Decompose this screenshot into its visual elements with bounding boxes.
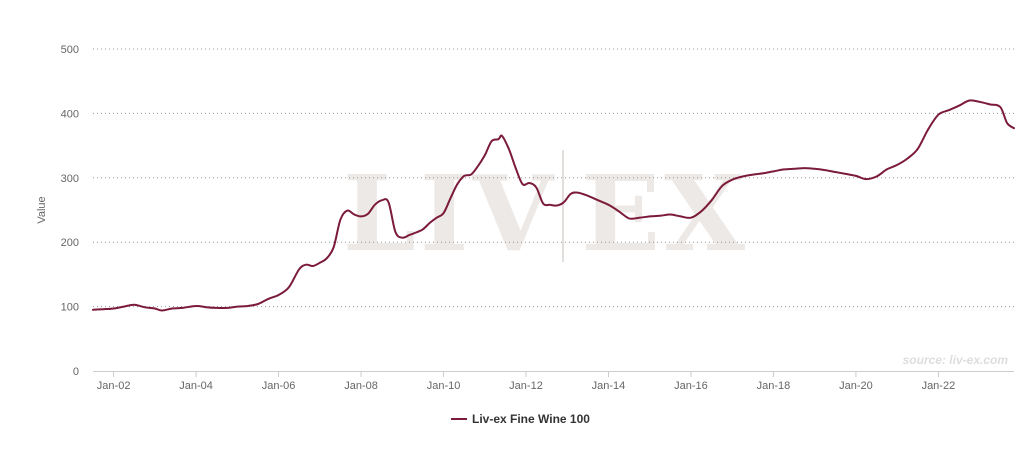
legend[interactable]: Liv-ex Fine Wine 100: [451, 412, 590, 426]
watermark-text-left: LIV: [343, 152, 557, 275]
x-tick-label: Jan-18: [757, 380, 791, 392]
watermark-logo: LIV EX: [343, 150, 749, 275]
y-axis: 0 100 200 300 400 500: [61, 44, 79, 378]
x-tick-label: Jan-14: [592, 380, 626, 392]
x-tick-label: Jan-08: [344, 380, 378, 392]
y-axis-title: Value: [36, 196, 48, 223]
x-tick-label: Jan-22: [922, 380, 956, 392]
gridlines: [93, 48, 1014, 308]
y-tick-label: 400: [61, 108, 79, 120]
series-line: [92, 99, 1015, 312]
legend-label[interactable]: Liv-ex Fine Wine 100: [472, 412, 590, 426]
x-tick-label: Jan-02: [97, 380, 131, 392]
x-tick-label: Jan-12: [509, 380, 543, 392]
y-tick-label: 500: [61, 44, 79, 56]
x-tick-label: Jan-04: [179, 380, 213, 392]
y-tick-label: 200: [61, 237, 79, 249]
y-tick-label: 300: [61, 173, 79, 185]
x-tick-label: Jan-20: [839, 380, 873, 392]
watermark-text-right: EX: [581, 152, 749, 275]
x-tick-label: Jan-10: [427, 380, 461, 392]
x-tick-label: Jan-06: [262, 380, 296, 392]
x-tick-label: Jan-16: [674, 380, 708, 392]
source-credit: source: liv-ex.com: [903, 353, 1009, 367]
y-tick-label: 0: [73, 366, 79, 378]
x-axis: Jan-02 Jan-04 Jan-06 Jan-08 Jan-10 Jan-12 Jan-…: [93, 371, 1014, 392]
y-tick-label: 100: [61, 302, 79, 314]
series-layer: [92, 99, 1015, 312]
